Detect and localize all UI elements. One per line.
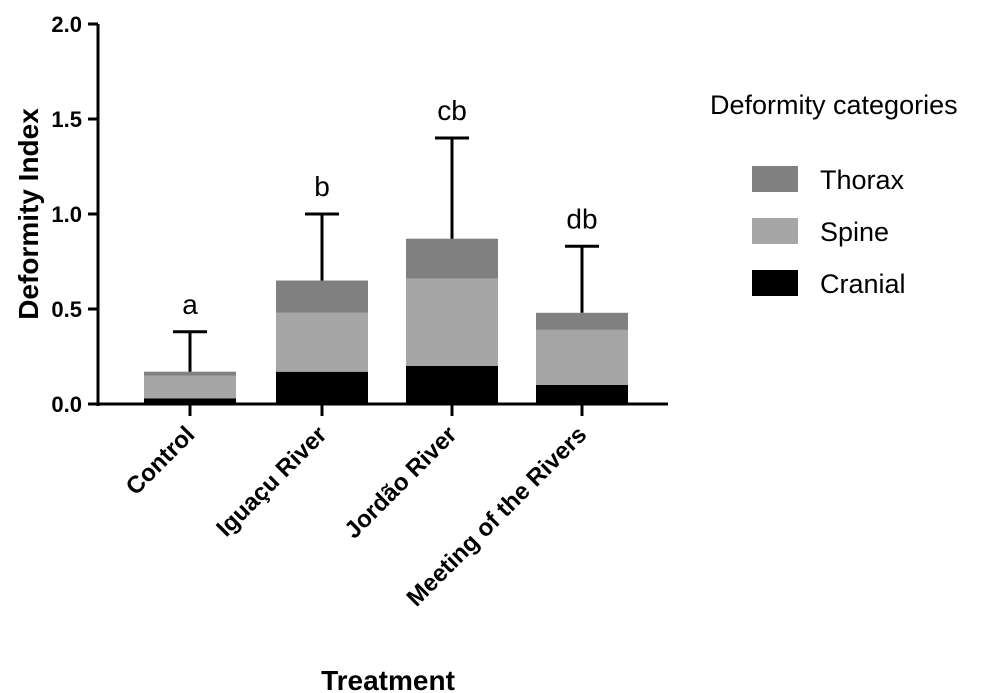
- bar-segment-spine: [144, 375, 236, 399]
- x-category-label: Iguaçu River: [211, 421, 332, 542]
- legend-swatch-cranial: [752, 270, 798, 296]
- bar-segment-cranial: [276, 371, 368, 404]
- bar-segment-spine: [276, 312, 368, 372]
- y-tick-label: 1.0: [51, 202, 82, 227]
- bar-segment-thorax: [276, 280, 368, 313]
- legend-swatch-thorax: [752, 166, 798, 192]
- bar-segment-spine: [406, 278, 498, 366]
- legend-title: Deformity categories: [710, 90, 958, 120]
- significance-label: a: [182, 289, 198, 320]
- significance-label: cb: [437, 95, 467, 126]
- error-bars: [173, 136, 599, 372]
- bar-segment-cranial: [144, 398, 236, 404]
- significance-label: db: [566, 203, 597, 234]
- legend-label-cranial: Cranial: [820, 269, 906, 299]
- bar-segment-thorax: [536, 312, 628, 330]
- legend-label-spine: Spine: [820, 217, 889, 247]
- x-axis-title: Treatment: [321, 665, 455, 693]
- bar-segment-spine: [536, 329, 628, 385]
- bars: [144, 238, 628, 404]
- legend-label-thorax: Thorax: [820, 165, 905, 195]
- y-axis-title: Deformity Index: [13, 108, 44, 320]
- x-category-label: Jordão River: [339, 421, 462, 544]
- legend: Deformity categories Thorax Spine Cranial: [710, 90, 958, 299]
- significance-label: b: [314, 171, 330, 202]
- legend-swatch-spine: [752, 218, 798, 244]
- bar-segment-cranial: [536, 385, 628, 404]
- bar-segment-thorax: [406, 238, 498, 279]
- x-category-label: Control: [121, 421, 200, 500]
- y-tick-label: 0.5: [51, 297, 82, 322]
- bar-segment-thorax: [144, 371, 236, 376]
- y-tick-label: 1.5: [51, 107, 82, 132]
- y-tick-label: 0.0: [51, 392, 82, 417]
- bar-segment-cranial: [406, 366, 498, 404]
- y-tick-label: 2.0: [51, 12, 82, 37]
